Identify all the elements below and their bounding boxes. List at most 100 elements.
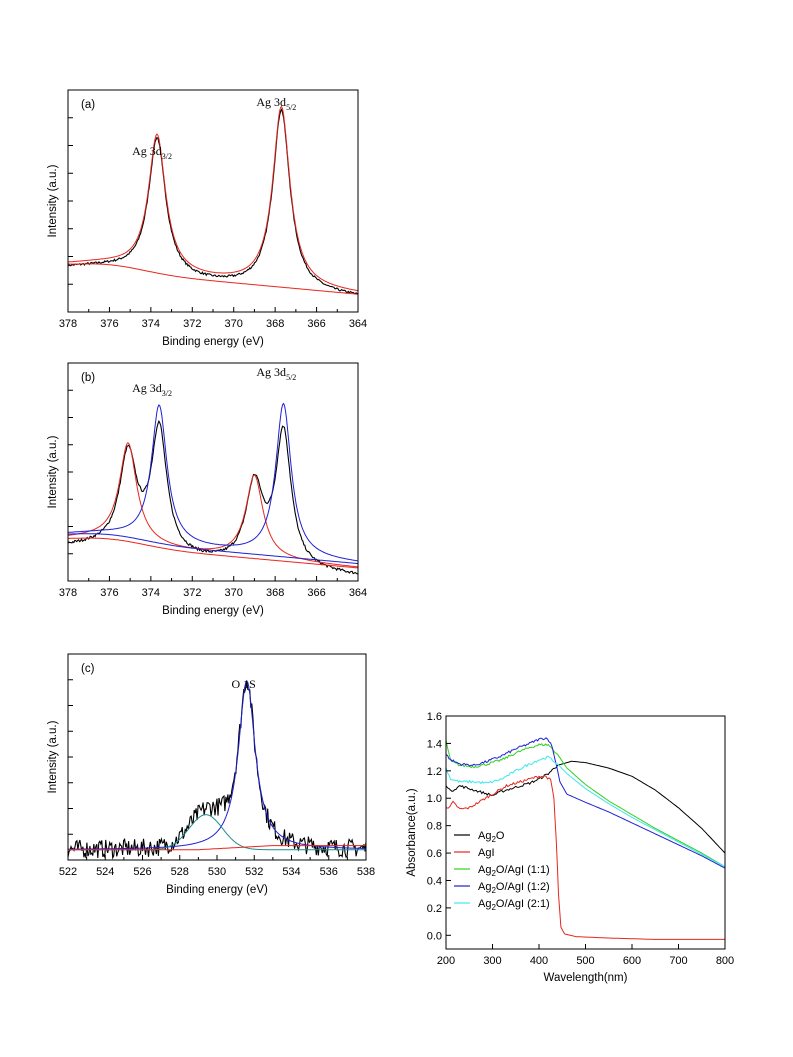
x-tick-label: 530	[208, 866, 226, 878]
x-axis-label: Wavelength(nm)	[544, 972, 628, 984]
legend-entry: Ag2O/AgI (1:2)	[478, 881, 550, 895]
peak-annotation: O 1S	[231, 677, 255, 691]
x-tick-label: 536	[320, 866, 338, 878]
x-tick-label: 368	[266, 587, 284, 599]
y-axis-label: Intensity (a.u.)	[47, 164, 59, 237]
y-tick-label: 0.8	[427, 821, 442, 833]
chart-a: 378 376 374 372 370 368 366 364 Binding energy (…	[47, 89, 367, 348]
y-axis-label: Intensity (a.u.)	[47, 435, 59, 508]
x-tick-label: 400	[530, 955, 548, 967]
chart-c: 522 524 526 528 530 532 534 536 538 Binding energ…	[47, 653, 375, 896]
legend-name: Ag	[478, 830, 491, 842]
x-tick-label: 378	[59, 587, 77, 599]
peak-annotation: Ag 3d5/2	[256, 95, 296, 112]
x-tick-label: 528	[171, 866, 189, 878]
x-axis-label: Binding energy (eV)	[162, 605, 264, 617]
xps-b-raw-line	[67, 419, 359, 575]
chart-absorbance: 200 300 400 500 600 700 800 0.0 0.2 0.4 0.6 0.8 1.0 1…	[406, 711, 734, 984]
y-tick-label: 0.4	[427, 875, 442, 887]
legend-name: Ag	[478, 898, 491, 910]
xps-c-blue-fit-line	[68, 679, 367, 850]
x-tick-label: 372	[183, 318, 201, 330]
annotation-text: Ag 3d	[132, 381, 162, 395]
series-line-2	[445, 739, 726, 868]
xps-b-blue-background-line	[68, 533, 359, 565]
peak-annotation: Ag 3d5/2	[256, 365, 296, 382]
series-line-1	[445, 775, 725, 940]
x-tick-label: 374	[142, 587, 160, 599]
chart-b: 378 376 374 372 370 368 366 364 Binding energy (…	[47, 362, 367, 617]
annotation-subscript: 5/2	[286, 103, 296, 112]
annotation-text: Ag 3d	[132, 144, 162, 158]
x-tick-label: 364	[349, 318, 367, 330]
x-tick-label: 500	[576, 955, 594, 967]
x-tick-label: 366	[307, 587, 325, 599]
x-tick-label: 700	[669, 955, 687, 967]
legend-name-rest: O	[496, 830, 505, 842]
legend-name: AgI	[478, 847, 495, 859]
x-axis-label: Binding energy (eV)	[162, 336, 264, 348]
y-tick-label: 0.2	[427, 903, 442, 915]
series-line-3	[445, 737, 726, 869]
y-tick-label: 0.0	[427, 930, 442, 942]
legend-subscript: 2	[491, 869, 496, 878]
x-tick-label: 364	[349, 587, 367, 599]
x-tick-label: 366	[307, 318, 325, 330]
x-tick-label: 370	[225, 587, 243, 599]
panel-label: (b)	[81, 372, 95, 384]
annotation-subscript: 5/2	[286, 373, 296, 382]
y-tick-label: 1.6	[427, 711, 442, 723]
xps-c-raw-line	[67, 680, 367, 860]
xps-b-red-background-line	[68, 537, 359, 569]
legend-name-rest: O/AgI (2:1)	[496, 898, 550, 910]
peak-annotation: Ag 3d3/2	[132, 381, 172, 398]
legend-name-rest: O/AgI (1:2)	[496, 881, 550, 893]
x-tick-label: 372	[183, 587, 201, 599]
legend-entry: Ag2O/AgI (1:1)	[478, 864, 550, 878]
x-tick-label: 376	[100, 587, 118, 599]
series-line-4	[445, 755, 726, 868]
xps-a-fit-line	[68, 105, 359, 292]
x-tick-label: 532	[245, 866, 263, 878]
annotation-subscript: 3/2	[162, 152, 172, 161]
x-tick-label: 526	[133, 866, 151, 878]
x-tick-label: 200	[437, 955, 455, 967]
plot-frame	[67, 653, 367, 861]
annotation-text: Ag 3d	[256, 365, 286, 379]
panel-label: (a)	[81, 99, 95, 111]
x-tick-label: 522	[59, 866, 77, 878]
x-tick-label: 370	[225, 318, 243, 330]
legend-subscript: 2	[491, 886, 496, 895]
annotation-text: Ag 3d	[256, 95, 286, 109]
x-tick-label: 378	[59, 318, 77, 330]
y-axis-label: Absorbance(a.u.)	[406, 788, 418, 876]
legend-entry: AgI	[478, 847, 495, 859]
y-tick-label: 1.2	[427, 766, 442, 778]
xps-a-background-line	[68, 263, 358, 295]
x-tick-label: 300	[483, 955, 501, 967]
legend-entry: Ag2O	[478, 830, 505, 844]
xps-c-background-line	[68, 845, 366, 851]
xps-b-red-fit-line	[67, 442, 359, 568]
x-tick-label: 376	[100, 318, 118, 330]
x-tick-label: 374	[142, 318, 160, 330]
y-tick-label: 0.6	[427, 848, 442, 860]
plot-frame	[67, 89, 359, 313]
panel-label: (c)	[81, 663, 95, 675]
annotation-subscript: 3/2	[162, 389, 172, 398]
x-tick-label: 524	[96, 866, 114, 878]
x-tick-label: 600	[623, 955, 641, 967]
y-tick-label: 1.0	[427, 793, 442, 805]
peak-annotation: Ag 3d3/2	[132, 144, 172, 161]
x-tick-label: 800	[716, 955, 734, 967]
legend-subscript: 2	[491, 903, 496, 912]
y-axis-label: Intensity (a.u.)	[47, 720, 59, 793]
legend-name: Ag	[478, 881, 491, 893]
x-axis-label: Binding energy (eV)	[166, 884, 268, 896]
legend-subscript: 2	[491, 835, 496, 844]
legend-name-rest: O/AgI (1:1)	[496, 864, 550, 876]
xps-b-blue-fit-line	[68, 402, 359, 562]
x-tick-label: 538	[357, 866, 375, 878]
x-tick-label: 534	[282, 866, 300, 878]
